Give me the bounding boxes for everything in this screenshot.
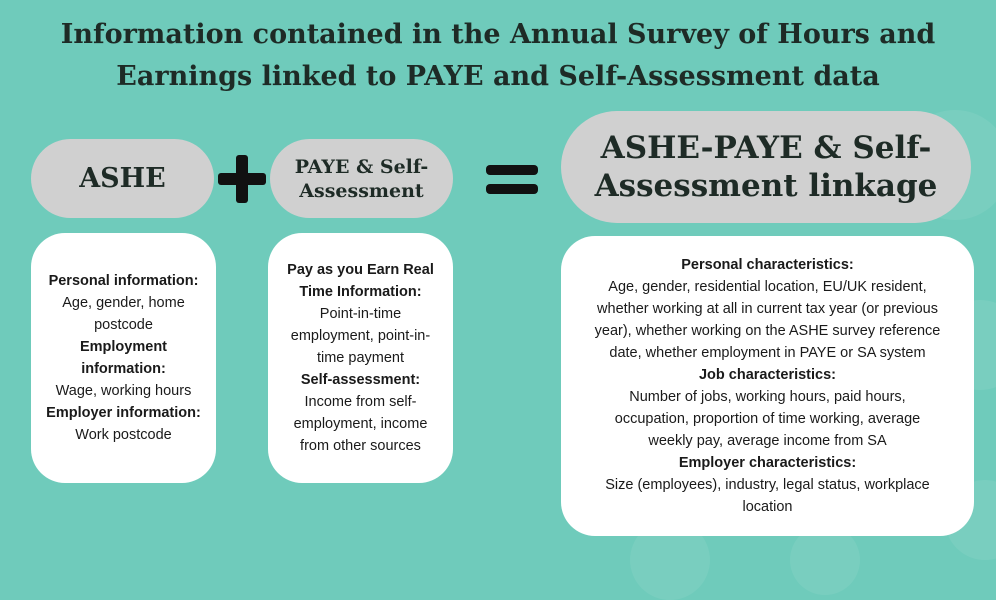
ashe-section-text: Wage, working hours: [55, 383, 192, 399]
paye-section-heading: Pay as you Earn Real Time Information:: [287, 262, 434, 300]
paye-label-line-2: Assessment: [299, 179, 424, 202]
paye-section-heading: Self-assessment:: [300, 372, 421, 388]
paye-info-box: Pay as you Earn Real Time Information: P…: [268, 233, 453, 483]
paye-section-text: Income from self-employment, income from…: [293, 394, 428, 454]
ashe-section-text: Work postcode: [75, 427, 172, 443]
ashe-info-box: Personal information: Age, gender, home …: [31, 233, 216, 483]
page-title: Information contained in the Annual Surv…: [0, 14, 996, 98]
linkage-info-box: Personal characteristics: Age, gender, r…: [561, 236, 974, 536]
linkage-section-text: Size (employees), industry, legal status…: [605, 477, 930, 515]
ashe-section-heading: Employer information:: [46, 405, 201, 421]
paye-label-line-1: PAYE & Self-: [294, 155, 429, 178]
linkage-label-line-1: ASHE-PAYE & Self-: [600, 130, 932, 166]
ashe-section-heading: Employment information:: [79, 339, 167, 377]
linkage-pill: ASHE-PAYE & Self- Assessment linkage: [561, 111, 971, 223]
ashe-section-text: Age, gender, home postcode: [62, 295, 185, 333]
ashe-section-heading: Personal information:: [48, 273, 199, 289]
linkage-section-text: Age, gender, residential location, EU/UK…: [594, 279, 941, 361]
title-line-2: Earnings linked to PAYE and Self-Assessm…: [116, 61, 880, 92]
ashe-pill: ASHE: [31, 139, 214, 218]
linkage-section-heading: Personal characteristics:: [681, 257, 854, 273]
linkage-label-line-2: Assessment linkage: [594, 168, 938, 204]
linkage-section-text: Number of jobs, working hours, paid hour…: [614, 389, 921, 449]
plus-icon: [218, 155, 266, 203]
equals-icon: [486, 165, 538, 194]
paye-pill: PAYE & Self- Assessment: [270, 139, 453, 218]
linkage-section-heading: Job characteristics:: [698, 367, 836, 383]
linkage-section-heading: Employer characteristics:: [678, 455, 857, 471]
paye-section-text: Point-in-time employment, point-in-time …: [290, 306, 431, 366]
ashe-label: ASHE: [79, 163, 166, 194]
title-line-1: Information contained in the Annual Surv…: [60, 19, 936, 50]
